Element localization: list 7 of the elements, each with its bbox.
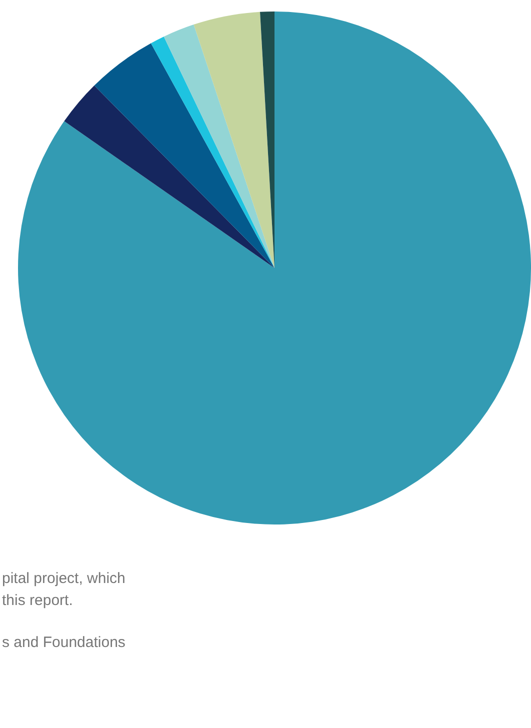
text: this report. — [2, 592, 73, 609]
pie-slice — [64, 85, 274, 268]
pie-slice — [94, 43, 274, 268]
pie-slice — [194, 12, 274, 268]
pie-slice — [18, 12, 531, 524]
text: s and Foundations — [2, 634, 126, 651]
text: pital project, which — [2, 570, 126, 587]
